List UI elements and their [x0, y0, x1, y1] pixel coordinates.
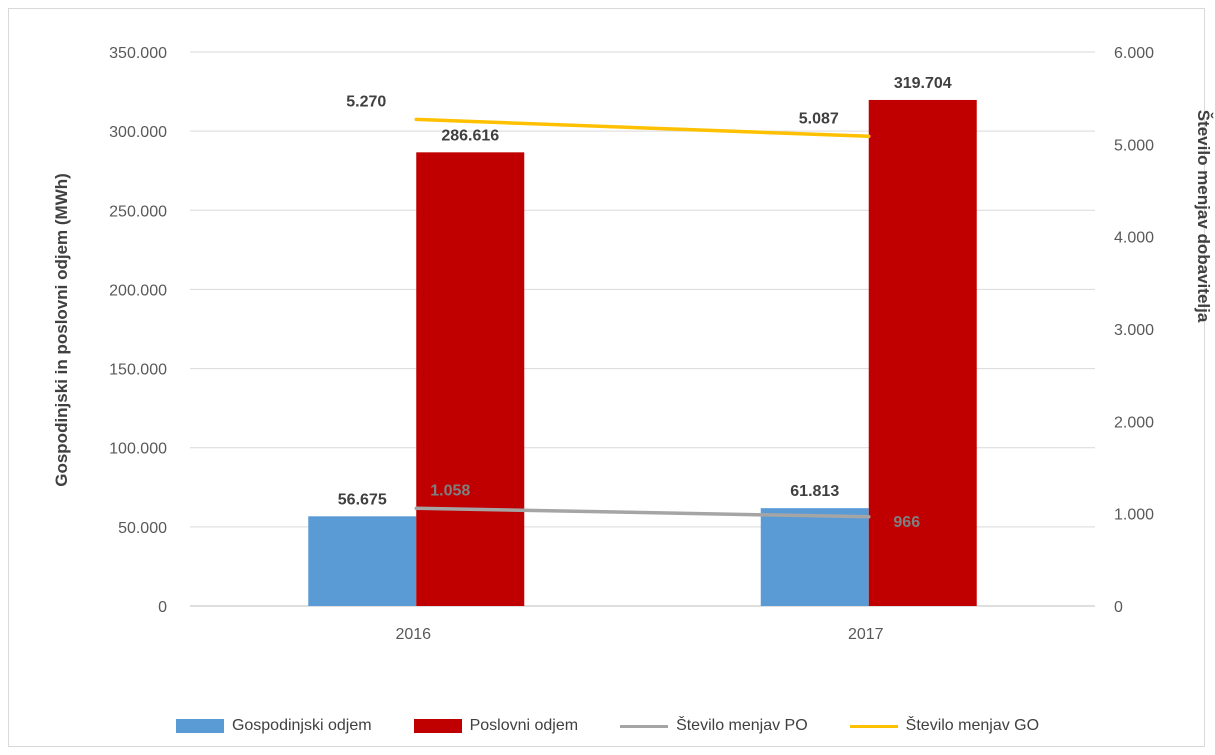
- bar-value-label: 61.813: [790, 483, 839, 500]
- bars: [308, 99, 977, 607]
- legend-item-menjav-po: Število menjav PO: [620, 714, 808, 738]
- right-tick-label: 1.000: [1114, 507, 1154, 524]
- left-tick-label: 0: [158, 599, 167, 616]
- x-tick-label: 2016: [395, 626, 431, 643]
- right-tick-label: 0: [1114, 599, 1123, 616]
- legend-label: Gospodinjski odjem: [231, 717, 372, 734]
- data-labels: 56.675 61.813 286.616 319.704 1.058 966 5.270 5…: [338, 75, 952, 531]
- series-line: [414, 506, 871, 519]
- right-tick-label: 5.000: [1114, 137, 1154, 154]
- line-value-label: 5.087: [799, 110, 839, 127]
- chart-frame: [8, 8, 1205, 747]
- x-axis-ticks: 2016 2017: [395, 626, 883, 643]
- right-axis-title: Število menjav dobavitelja: [1194, 110, 1213, 323]
- legend: Gospodinjski odjem Poslovni odjem Števil…: [0, 714, 1215, 738]
- right-axis-ticks: 0 1.000 2.000 3.000 4.000 5.000 6.000: [1114, 45, 1154, 616]
- combo-chart: 0 50.000 100.000 150.000 200.000 250.000 300.0…: [52, 45, 1213, 643]
- right-tick-label: 4.000: [1114, 230, 1154, 247]
- legend-item-gospodinjski: Gospodinjski odjem: [175, 714, 372, 738]
- series-line: [414, 117, 871, 139]
- legend-swatch: [413, 719, 462, 733]
- left-tick-label: 50.000: [118, 520, 167, 537]
- bar: [416, 152, 525, 606]
- left-axis-ticks: 0 50.000 100.000 150.000 200.000 250.000 300.0…: [109, 45, 167, 616]
- left-tick-label: 350.000: [109, 45, 167, 62]
- legend-label: Poslovni odjem: [469, 717, 579, 734]
- line-value-label: 966: [893, 514, 920, 531]
- legend-label: Število menjav GO: [905, 717, 1040, 734]
- left-axis-title: Gospodinjski in poslovni odjem (MWh): [52, 173, 71, 487]
- legend-label: Število menjav PO: [676, 717, 808, 734]
- bar-value-label: 286.616: [441, 127, 499, 144]
- left-tick-label: 200.000: [109, 282, 167, 299]
- bar: [760, 508, 869, 606]
- bar-value-label: 56.675: [338, 491, 387, 508]
- bar: [868, 99, 977, 607]
- legend-item-poslovni: Poslovni odjem: [413, 714, 579, 738]
- left-tick-label: 300.000: [109, 124, 167, 141]
- right-tick-label: 2.000: [1114, 414, 1154, 431]
- bar-value-label: 319.704: [894, 75, 952, 92]
- lines: [414, 117, 871, 519]
- right-tick-label: 6.000: [1114, 45, 1154, 62]
- legend-item-menjav-go: Število menjav GO: [849, 714, 1040, 738]
- left-tick-label: 150.000: [109, 362, 167, 379]
- legend-swatch: [175, 719, 224, 733]
- left-tick-label: 250.000: [109, 203, 167, 220]
- bar: [308, 516, 417, 606]
- line-value-label: 5.270: [346, 93, 386, 110]
- line-value-label: 1.058: [430, 482, 470, 499]
- x-tick-label: 2017: [848, 626, 884, 643]
- right-tick-label: 3.000: [1114, 322, 1154, 339]
- left-tick-label: 100.000: [109, 441, 167, 458]
- legend-swatch: [620, 724, 669, 728]
- legend-swatch: [849, 724, 898, 728]
